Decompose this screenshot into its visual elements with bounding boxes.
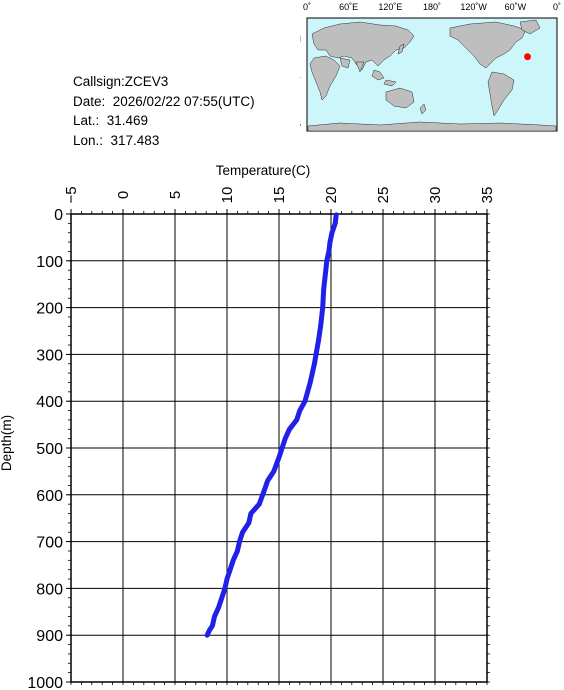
station-location-marker bbox=[524, 53, 531, 61]
x-tick-label: 35 bbox=[479, 187, 496, 204]
temperature-profile-line bbox=[204, 212, 339, 638]
y-tick-label: 500 bbox=[36, 441, 63, 458]
map-longitude-label: 120˚E bbox=[378, 2, 402, 12]
y-tick-label: 400 bbox=[36, 394, 63, 411]
chart-gridlines bbox=[66, 209, 488, 683]
x-tick-label: 0 bbox=[115, 191, 132, 199]
y-tick-label: 800 bbox=[36, 581, 63, 598]
map-longitude-labels: 0˚ 60˚E 120˚E 180˚ 120˚W 60˚W 0˚ bbox=[303, 2, 561, 12]
x-tick-label: −5 bbox=[63, 186, 80, 203]
y-axis-label: Depth(m) bbox=[0, 415, 14, 471]
y-tick-label: 0 bbox=[54, 207, 63, 224]
y-tick-label: 900 bbox=[36, 628, 63, 645]
y-tick-label: 700 bbox=[36, 535, 63, 552]
chart-minor-ticks bbox=[68, 211, 490, 685]
map-longitude-label: 60˚E bbox=[339, 2, 358, 12]
x-tick-label: 30 bbox=[427, 187, 444, 204]
map-longitude-label: 60˚W bbox=[505, 2, 527, 12]
map-longitude-label: 120˚W bbox=[460, 2, 487, 12]
y-tick-label: 100 bbox=[36, 254, 63, 271]
callsign-text: Callsign:ZCEV3 bbox=[73, 74, 169, 89]
map-longitude-label: 0˚ bbox=[553, 2, 561, 12]
x-tick-label: 5 bbox=[167, 191, 184, 199]
x-tick-label: 10 bbox=[219, 187, 236, 204]
y-axis-tick-labels: 0 100 200 300 400 500 600 700 800 900 1000 bbox=[27, 207, 63, 690]
x-tick-label: 20 bbox=[323, 187, 340, 204]
y-tick-label: 1000 bbox=[27, 675, 63, 690]
x-tick-label: 25 bbox=[375, 187, 392, 204]
longitude-text: Lon.: 317.483 bbox=[73, 132, 160, 148]
map-landmasses bbox=[307, 19, 557, 132]
x-axis-tick-labels: −5 0 5 10 15 20 25 30 35 bbox=[63, 186, 496, 203]
map-longitude-label: 0˚ bbox=[303, 2, 311, 12]
map-longitude-label: 180˚ bbox=[423, 2, 441, 12]
y-tick-label: 300 bbox=[36, 347, 63, 364]
latitude-text: Lat.: 31.469 bbox=[73, 113, 149, 128]
date-text: Date: 2026/02/22 07:55(UTC) bbox=[73, 93, 255, 109]
y-tick-label: 200 bbox=[36, 301, 63, 318]
cast-info-panel: Callsign:ZCEV3 Date: 2026/02/22 07:55(UT… bbox=[73, 72, 255, 150]
x-axis-label: Temperature(C) bbox=[216, 163, 311, 178]
x-tick-label: 15 bbox=[271, 187, 288, 204]
y-tick-label: 600 bbox=[36, 488, 63, 505]
